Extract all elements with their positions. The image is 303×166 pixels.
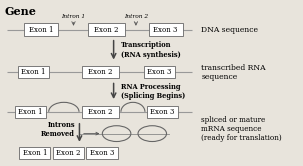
- Text: DNA sequence: DNA sequence: [201, 26, 258, 34]
- FancyBboxPatch shape: [86, 147, 118, 159]
- Text: Exon 3: Exon 3: [90, 149, 114, 157]
- FancyBboxPatch shape: [19, 147, 51, 159]
- FancyBboxPatch shape: [15, 106, 46, 118]
- Text: Exon 1: Exon 1: [28, 26, 53, 34]
- Text: Exon 2: Exon 2: [88, 108, 112, 116]
- Text: Exon 2: Exon 2: [56, 149, 81, 157]
- Text: Exon 3: Exon 3: [153, 26, 178, 34]
- Text: Introns
Removed: Introns Removed: [41, 121, 75, 138]
- Text: Intron 1: Intron 1: [62, 14, 85, 19]
- FancyBboxPatch shape: [18, 66, 49, 79]
- Text: Exon 1: Exon 1: [18, 108, 43, 116]
- FancyBboxPatch shape: [82, 66, 119, 79]
- FancyBboxPatch shape: [147, 106, 178, 118]
- FancyBboxPatch shape: [144, 66, 175, 79]
- Text: Transcription
(RNA synthesis): Transcription (RNA synthesis): [121, 42, 181, 59]
- Text: Gene: Gene: [4, 6, 36, 17]
- Text: RNA Processing
(Splicing Begins): RNA Processing (Splicing Begins): [121, 83, 185, 100]
- FancyBboxPatch shape: [53, 147, 84, 159]
- Text: Exon 2: Exon 2: [88, 68, 112, 76]
- Text: Intron 2: Intron 2: [124, 14, 148, 19]
- FancyBboxPatch shape: [148, 23, 183, 36]
- Text: Exon 3: Exon 3: [151, 108, 175, 116]
- Text: Exon 1: Exon 1: [23, 149, 47, 157]
- Text: spliced or mature
mRNA sequence
(ready for translation): spliced or mature mRNA sequence (ready f…: [201, 116, 282, 142]
- FancyBboxPatch shape: [88, 23, 125, 36]
- Text: transcribed RNA
sequence: transcribed RNA sequence: [201, 64, 266, 81]
- FancyBboxPatch shape: [82, 106, 119, 118]
- FancyBboxPatch shape: [24, 23, 58, 36]
- Text: Exon 1: Exon 1: [21, 68, 46, 76]
- Text: Exon 3: Exon 3: [148, 68, 172, 76]
- Text: Exon 2: Exon 2: [94, 26, 118, 34]
